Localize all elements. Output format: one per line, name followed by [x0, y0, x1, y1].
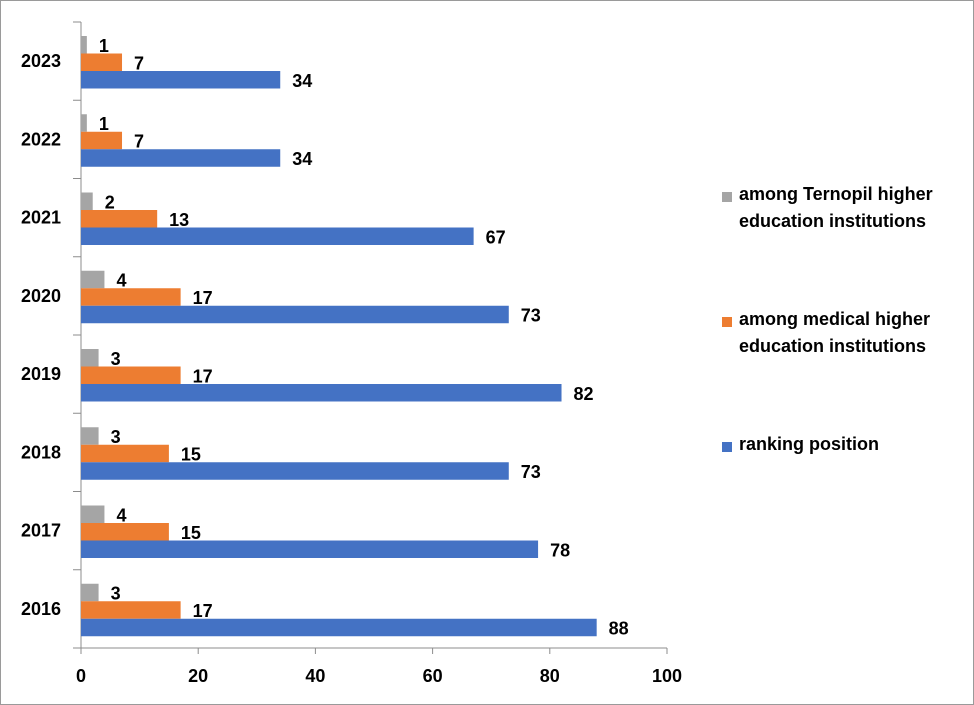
- legend-label: among Ternopil higher education institut…: [739, 184, 933, 231]
- bar-2022-series-1: [81, 131, 123, 150]
- bar-2022-series-0: [81, 114, 87, 132]
- y-tick-label: 2022: [21, 129, 61, 149]
- data-label: 3: [111, 427, 121, 447]
- bar-2023-series-2: [81, 71, 281, 89]
- data-label: 34: [292, 149, 312, 169]
- bar-2021-series-2: [81, 227, 474, 245]
- x-tick-label: 100: [652, 666, 682, 686]
- data-label: 17: [193, 288, 213, 308]
- data-label: 73: [521, 306, 541, 326]
- x-tick-label: 60: [423, 666, 443, 686]
- bar-2016-series-2: [81, 618, 597, 637]
- bar-2018-series-2: [81, 462, 509, 480]
- data-label: 3: [111, 349, 121, 369]
- data-label: 13: [169, 210, 189, 230]
- y-tick-label: 2020: [21, 286, 61, 306]
- legend-item: among Ternopil higher education institut…: [722, 184, 964, 235]
- data-label: 4: [116, 271, 126, 291]
- bar-2019-series-0: [81, 349, 99, 367]
- y-tick-label: 2016: [21, 599, 61, 619]
- legend-label: ranking position: [739, 434, 880, 454]
- x-tick-label: 40: [305, 666, 325, 686]
- data-label: 15: [181, 523, 201, 543]
- x-tick-label: 0: [76, 666, 86, 686]
- legend-swatch: [722, 442, 732, 452]
- bar-2021-series-1: [81, 210, 158, 228]
- data-label: 67: [486, 227, 506, 247]
- data-label: 34: [292, 71, 312, 91]
- data-label: 1: [99, 114, 109, 134]
- bar-2023-series-0: [81, 36, 87, 54]
- data-label: 88: [609, 619, 629, 639]
- bar-2016-series-1: [81, 601, 181, 619]
- data-label: 15: [181, 445, 201, 465]
- bar-2018-series-0: [81, 427, 99, 445]
- legend-item: among medical higher education instituti…: [722, 309, 964, 360]
- y-tick-label: 2017: [21, 521, 61, 541]
- bar-2019-series-1: [81, 366, 181, 384]
- legend-swatch: [722, 317, 732, 327]
- bar-2018-series-1: [81, 444, 169, 463]
- legend-swatch: [722, 192, 732, 202]
- data-label: 78: [550, 540, 570, 560]
- y-tick-label: 2019: [21, 364, 61, 384]
- data-label: 82: [574, 384, 594, 404]
- data-label: 3: [111, 584, 121, 604]
- x-tick-label: 20: [188, 666, 208, 686]
- bar-2021-series-0: [81, 192, 93, 210]
- data-label: 17: [193, 601, 213, 621]
- data-label: 7: [134, 53, 144, 73]
- data-label: 7: [134, 132, 144, 152]
- bar-2022-series-2: [81, 149, 281, 167]
- bar-2016-series-0: [81, 583, 99, 602]
- y-tick-label: 2018: [21, 442, 61, 462]
- y-tick-label: 2021: [21, 208, 61, 228]
- data-label: 2: [105, 192, 115, 212]
- data-label: 73: [521, 462, 541, 482]
- bar-2020-series-2: [81, 305, 509, 324]
- bar-2019-series-2: [81, 384, 562, 402]
- bar-2017-series-2: [81, 540, 539, 558]
- data-label: 17: [193, 366, 213, 386]
- legend-label: among medical higher education instituti…: [739, 309, 931, 356]
- bar-2020-series-0: [81, 270, 105, 289]
- bar-2023-series-1: [81, 53, 123, 71]
- data-label: 4: [116, 505, 126, 525]
- bar-2020-series-1: [81, 288, 181, 306]
- data-label: 1: [99, 36, 109, 56]
- bar-2017-series-1: [81, 523, 169, 541]
- y-tick-label: 2023: [21, 51, 61, 71]
- legend-item: ranking position: [722, 434, 964, 458]
- x-tick-label: 80: [540, 666, 560, 686]
- bar-2017-series-0: [81, 505, 105, 523]
